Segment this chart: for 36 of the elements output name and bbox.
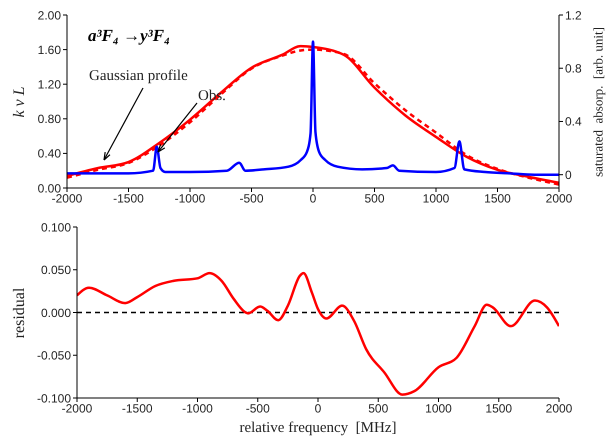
- x-tick-label: -500: [246, 402, 270, 416]
- x-tick-label: -1000: [182, 402, 214, 416]
- x-tick-label: 500: [368, 402, 389, 416]
- x-axis-title: relative frequency [MHz]: [238, 420, 398, 437]
- y-tick-label: 0.40: [38, 146, 62, 161]
- x-tick-label: 2000: [546, 402, 573, 416]
- x-tick-label: 2000: [546, 192, 573, 206]
- x-tick-label: 500: [364, 192, 385, 206]
- y2-axis-title: saturated absorp. [arb. unit]: [590, 26, 606, 176]
- y2-tick-label: 0.4: [565, 114, 582, 129]
- x-tick-label: -1500: [122, 402, 153, 416]
- y-tick-label: 1.60: [38, 42, 62, 57]
- text: Gaussian profile: [89, 68, 188, 85]
- y2-tick-label: 0: [565, 168, 572, 182]
- line-series: [77, 272, 559, 396]
- y-tick-label: 0.000: [40, 306, 72, 320]
- y-axis-title: k ν L: [11, 86, 29, 118]
- x-tick-label: -1500: [113, 192, 144, 206]
- y-tick-label: 0.80: [38, 112, 62, 126]
- y2-tick-label: 0.8: [565, 61, 582, 76]
- x-tick-label: 1000: [422, 192, 450, 206]
- text: a³F₄ →y³F₄: [88, 26, 170, 46]
- x-tick-label: 0: [314, 402, 322, 416]
- x-tick-label: 1000: [425, 402, 452, 416]
- y-tick-label: 0.050: [40, 263, 72, 278]
- y2-tick-label: 1.2: [565, 8, 582, 22]
- x-tick-label: -500: [239, 192, 264, 206]
- y-tick-label: -0.050: [36, 348, 72, 363]
- x-tick-label: -1000: [174, 192, 206, 206]
- x-tick-label: 1500: [484, 192, 512, 206]
- y-tick-label: 0.100: [40, 220, 72, 234]
- x-tick-label: 0: [310, 192, 317, 206]
- x-tick-label: 1500: [485, 402, 512, 416]
- y-axis-title: residual: [11, 287, 29, 338]
- y-tick-label: 1.20: [38, 77, 62, 92]
- y-tick-label: 2.00: [38, 8, 62, 22]
